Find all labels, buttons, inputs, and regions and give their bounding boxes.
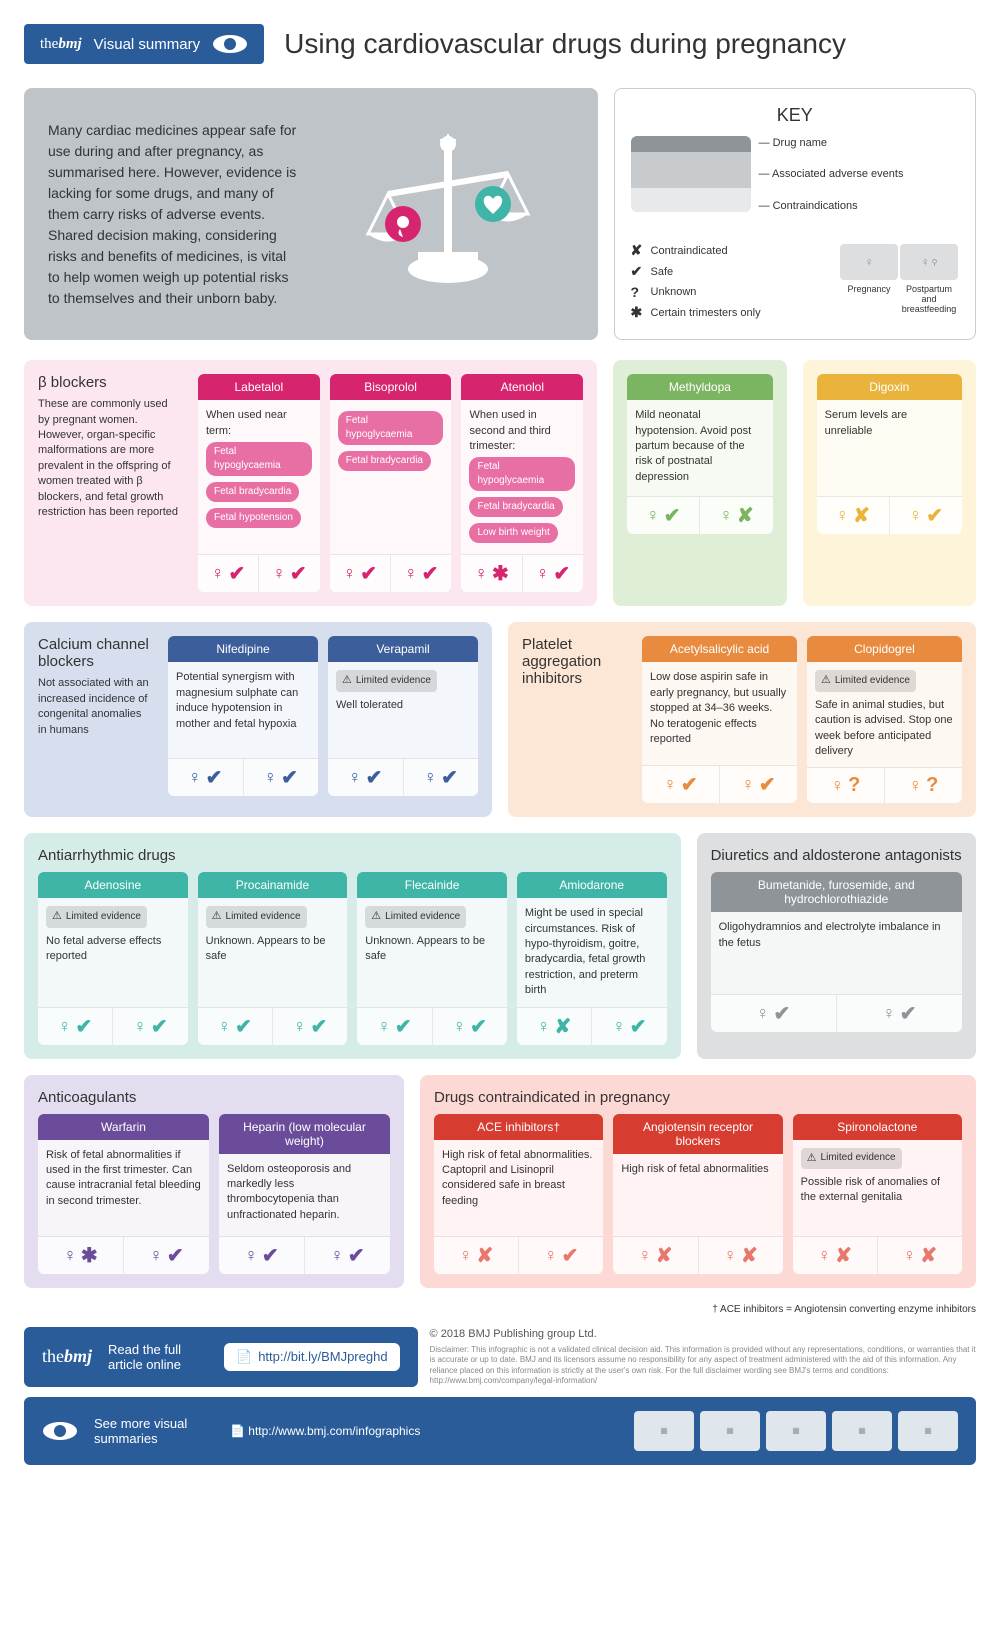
- labetalol-body: When used near term: Fetal hypoglycaemia…: [198, 400, 320, 554]
- aspirin-body: Low dose aspirin safe in early pregnancy…: [642, 662, 797, 765]
- header: thebmj Visual summary Using cardiovascul…: [24, 24, 976, 64]
- digoxin-name: Digoxin: [817, 374, 962, 400]
- bisoprolol-footer: ♀✔ ♀✔: [330, 554, 452, 592]
- labetalol-card: Labetalol When used near term: Fetal hyp…: [198, 374, 320, 592]
- key-labels: — Drug name — Associated adverse events …: [759, 136, 959, 230]
- heparin-card: Heparin (low molecular weight) Seldom os…: [219, 1114, 390, 1274]
- intro-text: Many cardiac medicines appear safe for u…: [48, 120, 299, 309]
- verapamil-footer: ♀✔ ♀✔: [328, 758, 478, 796]
- footer-see-more: See more visual summaries 📄 http://www.b…: [24, 1397, 976, 1465]
- amiodarone-card: Amiodarone Might be used in special circ…: [517, 872, 667, 1044]
- thumbnail-strip: ▦ ▦ ▦ ▦ ▦: [634, 1411, 958, 1451]
- atenolol-footer: ♀✱ ♀✔: [461, 554, 583, 592]
- key-diagram: — Drug name — Associated adverse events …: [631, 136, 959, 230]
- procainamide-card: Procainamide Limited evidence Unknown. A…: [198, 872, 348, 1044]
- digoxin-group: Digoxin Serum levels are unreliable ♀✘ ♀…: [803, 360, 976, 606]
- digoxin-body: Serum levels are unreliable: [817, 400, 962, 496]
- beta-info: β blockers These are commonly used by pr…: [38, 374, 188, 592]
- antiarr-group: Antiarrhythmic drugs Adenosine Limited e…: [24, 833, 681, 1058]
- article-link[interactable]: 📄 http://bit.ly/BMJpreghd: [224, 1343, 400, 1371]
- key-sample-card: [631, 136, 751, 212]
- methyldopa-body: Mild neonatal hypotension. Avoid post pa…: [627, 400, 772, 496]
- beta-blockers-group: β blockers These are commonly used by pr…: [24, 360, 597, 606]
- nifedipine-body: Potential synergism with magnesium sulph…: [168, 662, 318, 758]
- footer-read-full: thebmj Read the full article online 📄 ht…: [24, 1327, 418, 1387]
- verapamil-name: Verapamil: [328, 636, 478, 662]
- bisoprolol-name: Bisoprolol: [330, 374, 452, 400]
- key-adverse: — Associated adverse events: [759, 167, 959, 182]
- ccb-group: Calcium channel blockers Not associated …: [24, 622, 492, 817]
- thumb-2[interactable]: ▦: [700, 1411, 760, 1451]
- arb-card: Angiotensin receptor blockers High risk …: [613, 1114, 782, 1274]
- key-drug-name: — Drug name: [759, 136, 959, 151]
- nifedipine-card: Nifedipine Potential synergism with magn…: [168, 636, 318, 796]
- clopidogrel-body: Limited evidence Safe in animal studies,…: [807, 662, 962, 767]
- diuretics-card: Bumetanide, furosemide, and hydrochlorot…: [711, 872, 962, 1032]
- platelet-info: Platelet aggregation inhibitors: [522, 636, 632, 803]
- key-title: KEY: [631, 105, 959, 126]
- key-box: KEY — Drug name — Associated adverse eve…: [614, 88, 976, 340]
- anticoag-group: Anticoagulants Warfarin Risk of fetal ab…: [24, 1075, 404, 1288]
- aspirin-name: Acetylsalicylic acid: [642, 636, 797, 662]
- labetalol-footer: ♀✔ ♀✔: [198, 554, 320, 592]
- visual-summary-label: Visual summary: [94, 36, 200, 53]
- footer-logo: thebmj: [42, 1346, 92, 1367]
- atenolol-body: When used in second and third trimester:…: [461, 400, 583, 554]
- ace-footnote: † ACE inhibitors = Angiotensin convertin…: [24, 1304, 976, 1315]
- warfarin-card: Warfarin Risk of fetal abnormalities if …: [38, 1114, 209, 1274]
- thumb-4[interactable]: ▦: [832, 1411, 892, 1451]
- thumb-1[interactable]: ▦: [634, 1411, 694, 1451]
- thumb-3[interactable]: ▦: [766, 1411, 826, 1451]
- thumb-5[interactable]: ▦: [898, 1411, 958, 1451]
- nifedipine-name: Nifedipine: [168, 636, 318, 662]
- ace-card: ACE inhibitors† High risk of fetal abnor…: [434, 1114, 603, 1274]
- key-footer-labels: PregnancyPostpartum and breastfeeding: [839, 284, 959, 314]
- bisoprolol-body: Fetal hypoglycaemia Fetal bradycardia: [330, 400, 452, 554]
- key-contra: — Contraindications: [759, 199, 959, 214]
- brand: thebmj: [40, 36, 82, 53]
- clopidogrel-footer: ♀? ♀?: [807, 767, 962, 803]
- verapamil-card: Verapamil Limited evidence Well tolerate…: [328, 636, 478, 796]
- digoxin-footer: ♀✘ ♀✔: [817, 496, 962, 534]
- key-symbols: ✘Contraindicated ✔Safe ?Unknown ✱Certain…: [631, 240, 831, 323]
- ccb-info: Calcium channel blockers Not associated …: [38, 636, 158, 796]
- bmj-logo-block: thebmj Visual summary: [24, 24, 264, 64]
- atenolol-name: Atenolol: [461, 374, 583, 400]
- scale-illustration: [323, 134, 574, 294]
- spiro-card: Spironolactone Limited evidence Possible…: [793, 1114, 962, 1274]
- platelet-group: Platelet aggregation inhibitors Acetylsa…: [508, 622, 976, 817]
- methyldopa-name: Methyldopa: [627, 374, 772, 400]
- eye-icon: [212, 34, 248, 54]
- read-full-text: Read the full article online: [108, 1342, 208, 1372]
- methyldopa-group: Methyldopa Mild neonatal hypotension. Av…: [613, 360, 786, 606]
- intro-box: Many cardiac medicines appear safe for u…: [24, 88, 598, 340]
- aspirin-footer: ♀✔ ♀✔: [642, 765, 797, 803]
- page-title: Using cardiovascular drugs during pregna…: [284, 28, 846, 60]
- digoxin-card: Digoxin Serum levels are unreliable ♀✘ ♀…: [817, 374, 962, 534]
- nifedipine-footer: ♀✔ ♀✔: [168, 758, 318, 796]
- labetalol-name: Labetalol: [198, 374, 320, 400]
- clopidogrel-name: Clopidogrel: [807, 636, 962, 662]
- eye-icon-footer: [42, 1421, 78, 1441]
- diuretics-group: Diuretics and aldosterone antagonists Bu…: [697, 833, 976, 1058]
- bisoprolol-card: Bisoprolol Fetal hypoglycaemia Fetal bra…: [330, 374, 452, 592]
- key-sample-footer: ♀♀⚲: [839, 244, 959, 280]
- methyldopa-footer: ♀✔ ♀✘: [627, 496, 772, 534]
- contraindicated-group: Drugs contraindicated in pregnancy ACE i…: [420, 1075, 976, 1288]
- flecainide-card: Flecainide Limited evidence Unknown. App…: [357, 872, 507, 1044]
- disclaimer-block: © 2018 BMJ Publishing group Ltd. Disclai…: [430, 1327, 976, 1387]
- verapamil-body: Limited evidence Well tolerated: [328, 662, 478, 758]
- top-row: Many cardiac medicines appear safe for u…: [24, 88, 976, 340]
- see-more-text: See more visual summaries: [94, 1416, 214, 1446]
- adenosine-card: Adenosine Limited evidence No fetal adve…: [38, 872, 188, 1044]
- methyldopa-card: Methyldopa Mild neonatal hypotension. Av…: [627, 374, 772, 534]
- clopidogrel-card: Clopidogrel Limited evidence Safe in ani…: [807, 636, 962, 803]
- infographics-link[interactable]: 📄 http://www.bmj.com/infographics: [230, 1424, 420, 1438]
- aspirin-card: Acetylsalicylic acid Low dose aspirin sa…: [642, 636, 797, 803]
- atenolol-card: Atenolol When used in second and third t…: [461, 374, 583, 592]
